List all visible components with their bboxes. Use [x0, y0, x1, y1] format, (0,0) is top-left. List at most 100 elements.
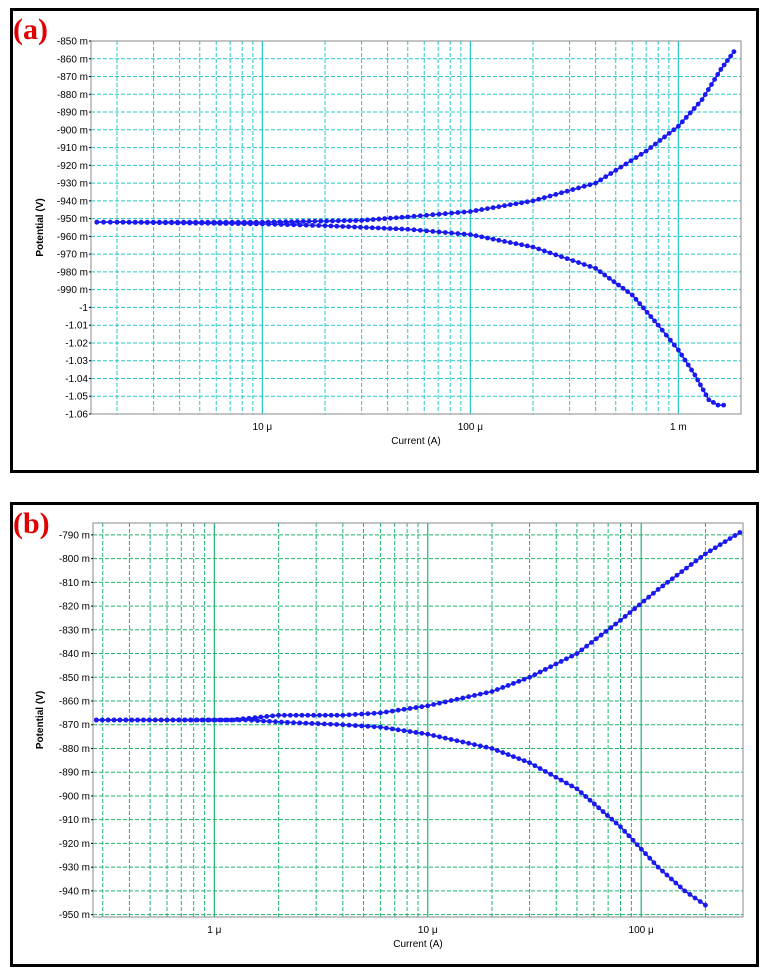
- chart-b-data-point: [684, 565, 689, 571]
- chart-a-data-point: [300, 219, 306, 224]
- chart-b-data-point: [389, 708, 395, 714]
- chart-a-data-point: [643, 148, 649, 154]
- chart-b-data-point: [505, 683, 511, 688]
- chart-a-data-point: [461, 231, 467, 237]
- chart-b-data-point: [334, 722, 340, 727]
- chart-b-data-point: [598, 632, 604, 638]
- chart-b-data-point: [697, 899, 703, 904]
- chart-a-data-point: [156, 220, 162, 226]
- chart-a-data-point: [683, 114, 689, 120]
- chart-b-data-point: [527, 674, 532, 680]
- chart-a-data-point: [652, 141, 658, 147]
- chart-b-data-point: [291, 720, 296, 726]
- chart-b-y-tick-label: -850 m: [59, 673, 90, 684]
- chart-a-data-point: [193, 220, 199, 226]
- chart-a-data-point: [101, 219, 106, 225]
- chart-a-data-point: [616, 282, 621, 288]
- chart-b-data-point: [158, 717, 164, 723]
- chart-a-data-point: [358, 224, 363, 230]
- chart-a-data-point: [570, 258, 576, 264]
- chart-a-data-point: [536, 196, 542, 202]
- chart-b-data-point: [448, 737, 454, 742]
- chart-b-data-point: [643, 851, 648, 857]
- chart-a-data-point: [689, 367, 694, 373]
- chart-b-data-point: [311, 712, 317, 718]
- chart-b-data-point: [477, 743, 483, 749]
- chart-a-y-tick-label: -870 m: [57, 72, 88, 83]
- chart-a-data-point: [662, 134, 667, 140]
- chart-b-data-point: [636, 602, 642, 608]
- chart-b-data-point: [651, 860, 657, 866]
- chart-b-data-point: [442, 699, 448, 705]
- chart-b-data-point: [395, 707, 401, 713]
- chart-a-data-point: [620, 285, 626, 291]
- chart-b-data-point: [511, 680, 516, 686]
- chart-a-data-point: [241, 221, 247, 227]
- chart-a-data-point: [581, 262, 587, 267]
- chart-b-data-point: [383, 725, 389, 731]
- chart-a-data-point: [132, 219, 138, 225]
- chart-b-data-point: [505, 752, 511, 757]
- chart-b-data-point: [630, 837, 636, 843]
- chart-b-data-point: [613, 820, 619, 826]
- chart-a-series-line: [96, 221, 724, 406]
- chart-a-data-point: [430, 212, 436, 218]
- chart-a-data-point: [667, 337, 673, 343]
- chart-b-y-tick-label: -830 m: [59, 625, 90, 636]
- chart-a-data-point: [699, 97, 705, 103]
- chart-b-data-point: [249, 717, 254, 723]
- chart-a-data-point: [724, 58, 730, 63]
- chart-b-data-point: [494, 687, 500, 692]
- chart-a-data-point: [671, 342, 677, 348]
- chart-a-data-point: [581, 183, 587, 189]
- chart-a-data-point: [611, 279, 617, 285]
- chart-a-data-point: [513, 241, 519, 247]
- chart-b-data-point: [600, 809, 606, 815]
- chart-b-data-point: [477, 691, 483, 697]
- chart-b-data-point: [146, 717, 152, 723]
- chart-b-data-point: [299, 712, 305, 718]
- chart-b-data-point: [703, 551, 708, 557]
- chart-a-data-point: [547, 193, 553, 199]
- chart-a-data-point: [598, 177, 604, 183]
- chart-a-y-axis-label: Potential (V): [35, 198, 46, 256]
- chart-a-data-point: [602, 272, 608, 278]
- chart-b-data-point: [437, 700, 442, 706]
- chart-a-data-point: [553, 191, 559, 197]
- chart-a-data-point: [633, 155, 639, 160]
- chart-b-data-point: [243, 717, 248, 723]
- chart-a-x-tick-label: 100 μ: [458, 422, 483, 433]
- chart-a-data-point: [485, 206, 490, 212]
- chart-b-series-line: [96, 719, 706, 906]
- chart-a-data-point: [682, 357, 688, 363]
- chart-a-data-point: [648, 314, 654, 319]
- chart-a-data-point: [120, 219, 126, 225]
- chart-a-data-point: [507, 240, 513, 245]
- chart-b-data-point: [315, 721, 321, 727]
- chart-b-data-point: [401, 706, 407, 712]
- chart-a-grid: [91, 40, 741, 415]
- chart-b-data-point: [569, 653, 575, 659]
- chart-b-data-point: [712, 545, 718, 551]
- chart-b-data-point: [587, 797, 593, 803]
- chart-b-data-point: [589, 640, 594, 645]
- chart-b-data-point: [516, 678, 522, 684]
- chart-a-data-point: [715, 72, 721, 77]
- chart-a-y-tick-label: -940 m: [57, 196, 88, 207]
- chart-b-data-point: [626, 833, 632, 839]
- chart-b-data-point: [454, 738, 460, 744]
- chart-b-data-point: [593, 636, 599, 642]
- chart-a-data-point: [663, 332, 669, 338]
- chart-b-data-point: [188, 717, 194, 723]
- chart-a-data-point: [312, 218, 318, 224]
- chart-a-data-point: [334, 223, 340, 229]
- chart-b-data-point: [303, 720, 309, 726]
- chart-b-data-point: [605, 813, 610, 818]
- chart-b-data-point: [407, 706, 413, 711]
- chart-b-y-tick-label: -790 m: [59, 530, 90, 541]
- chart-a-data-point: [524, 199, 530, 205]
- chart-b-data-point: [309, 721, 315, 726]
- chart-b-data-point: [500, 685, 506, 690]
- chart-b-data-point: [638, 846, 644, 852]
- chart-a-data-point: [150, 220, 156, 226]
